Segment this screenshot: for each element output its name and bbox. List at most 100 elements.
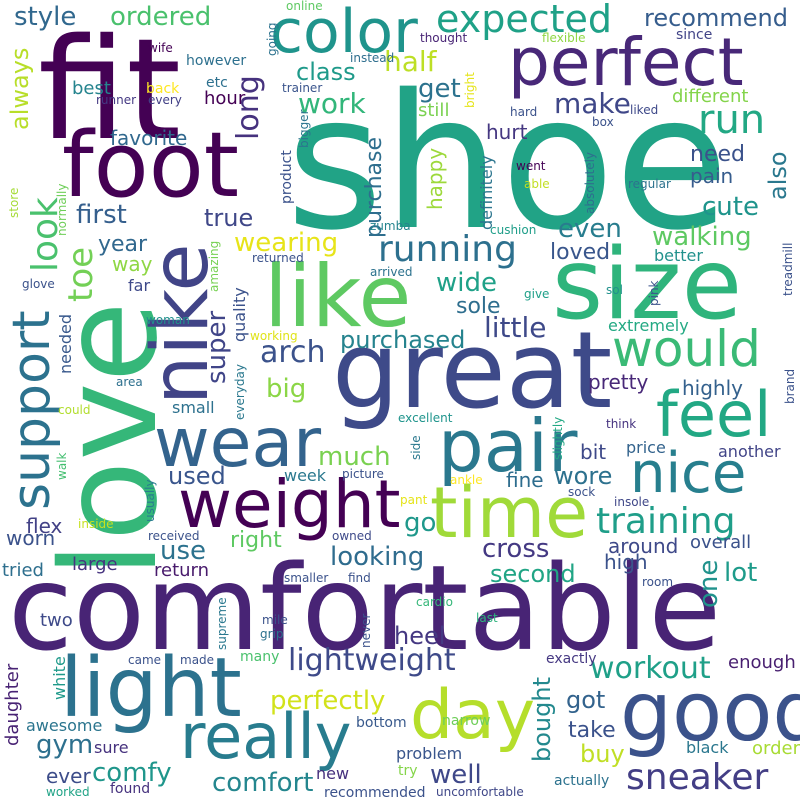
word-quality: quality	[230, 287, 249, 342]
word-supreme: supreme	[215, 597, 229, 650]
word-weight: weight	[178, 466, 401, 543]
word-usually: usually	[143, 479, 157, 522]
word-absolutely: absolutely	[583, 151, 597, 214]
word-runner: runner	[96, 93, 137, 107]
word-time: time	[430, 472, 589, 554]
word-insole: insole	[614, 495, 650, 509]
word-always: always	[6, 47, 34, 130]
word-working: working	[250, 329, 298, 343]
word-run: run	[698, 97, 766, 143]
word-go: go	[404, 508, 437, 538]
word-etc: etc	[206, 75, 228, 91]
word-bigger: bigger	[297, 109, 311, 148]
word-expected: expected	[436, 0, 612, 41]
word-shoe: shoe	[286, 54, 730, 271]
word-actually: actually	[554, 773, 610, 789]
word-way: way	[112, 252, 153, 276]
word-everyday: everyday	[233, 364, 247, 420]
word-store: store	[7, 187, 21, 218]
word-new: new	[316, 764, 350, 783]
word-however: however	[186, 53, 247, 69]
word-since: since	[676, 27, 713, 43]
word-mile: mile	[262, 613, 288, 627]
word-size: size	[552, 228, 743, 342]
word-arrived: arrived	[370, 265, 413, 279]
word-made: made	[180, 653, 215, 667]
word-get: get	[418, 74, 461, 104]
word-exactly: exactly	[546, 651, 597, 667]
word-around: around	[608, 534, 679, 558]
word-sock: sock	[568, 485, 596, 499]
word-take: take	[568, 718, 616, 743]
word-wearing: wearing	[234, 228, 339, 258]
word-worn: worn	[6, 526, 56, 550]
word-pant: pant	[400, 493, 428, 507]
word-looking: looking	[330, 542, 425, 572]
word-little: little	[484, 311, 547, 344]
word-even: even	[558, 214, 622, 244]
word-feel: feel	[656, 378, 772, 451]
word-wear: wear	[154, 404, 322, 483]
word-many: many	[240, 649, 280, 665]
word-return: return	[154, 560, 210, 581]
word-inside: inside	[78, 517, 114, 531]
word-gym: gym	[36, 730, 94, 760]
word-work: work	[298, 87, 366, 120]
word-comfort: comfort	[212, 768, 314, 798]
word-area: area	[116, 375, 143, 389]
word-cross: cross	[482, 534, 550, 564]
word-narrow: narrow	[442, 713, 491, 729]
word-happy: happy	[423, 147, 447, 210]
word-sneaker: sneaker	[626, 757, 769, 798]
word-far: far	[128, 276, 151, 295]
word-favorite: favorite	[110, 126, 188, 150]
word-went: went	[516, 159, 546, 173]
word-training: training	[596, 501, 736, 542]
word-purchased: purchased	[340, 326, 466, 354]
word-lightweight: lightweight	[288, 643, 456, 678]
word-true: true	[204, 204, 254, 232]
word-cushion: cushion	[490, 223, 537, 237]
word-awesome: awesome	[26, 716, 103, 735]
word-lot: lot	[724, 558, 758, 588]
word-super: super	[202, 310, 232, 384]
word-sol: sol	[606, 283, 623, 297]
word-definitely: definitely	[477, 155, 496, 230]
word-ever: ever	[46, 764, 91, 788]
word-zumba: zumba	[370, 219, 411, 233]
word-recommended: recommended	[324, 785, 426, 800]
word-extremely: extremely	[608, 316, 689, 335]
word-would: would	[612, 320, 761, 378]
word-box: box	[592, 115, 614, 129]
word-returned: returned	[252, 251, 304, 265]
word-big: big	[266, 374, 307, 404]
word-walk: walk	[55, 452, 69, 480]
word-able: able	[524, 177, 550, 191]
word-used: used	[168, 462, 226, 490]
word-light: light	[60, 641, 242, 736]
word-flex: flex	[26, 514, 63, 538]
word-wore: wore	[554, 462, 613, 490]
word-perfect: perfect	[508, 24, 744, 101]
word-year: year	[98, 232, 148, 257]
word-highly: highly	[682, 376, 743, 400]
word-sure: sure	[94, 738, 129, 757]
word-last: last	[476, 611, 498, 625]
word-bottom: bottom	[356, 715, 407, 731]
word-second: second	[490, 560, 576, 588]
word-give: give	[524, 287, 550, 301]
word-overall: overall	[690, 532, 752, 553]
word-nice: nice	[630, 441, 747, 506]
word-recommend: recommend	[644, 4, 788, 32]
word-buy: buy	[580, 740, 625, 768]
word-think: think	[606, 417, 637, 431]
word-liked: liked	[630, 103, 659, 117]
word-wide: wide	[436, 268, 497, 298]
word-better: better	[654, 246, 703, 265]
word-week: week	[284, 466, 327, 485]
word-heel: heel	[394, 622, 446, 650]
word-white: white	[50, 656, 69, 700]
word-good: good	[620, 665, 800, 760]
word-bought: bought	[528, 677, 556, 762]
